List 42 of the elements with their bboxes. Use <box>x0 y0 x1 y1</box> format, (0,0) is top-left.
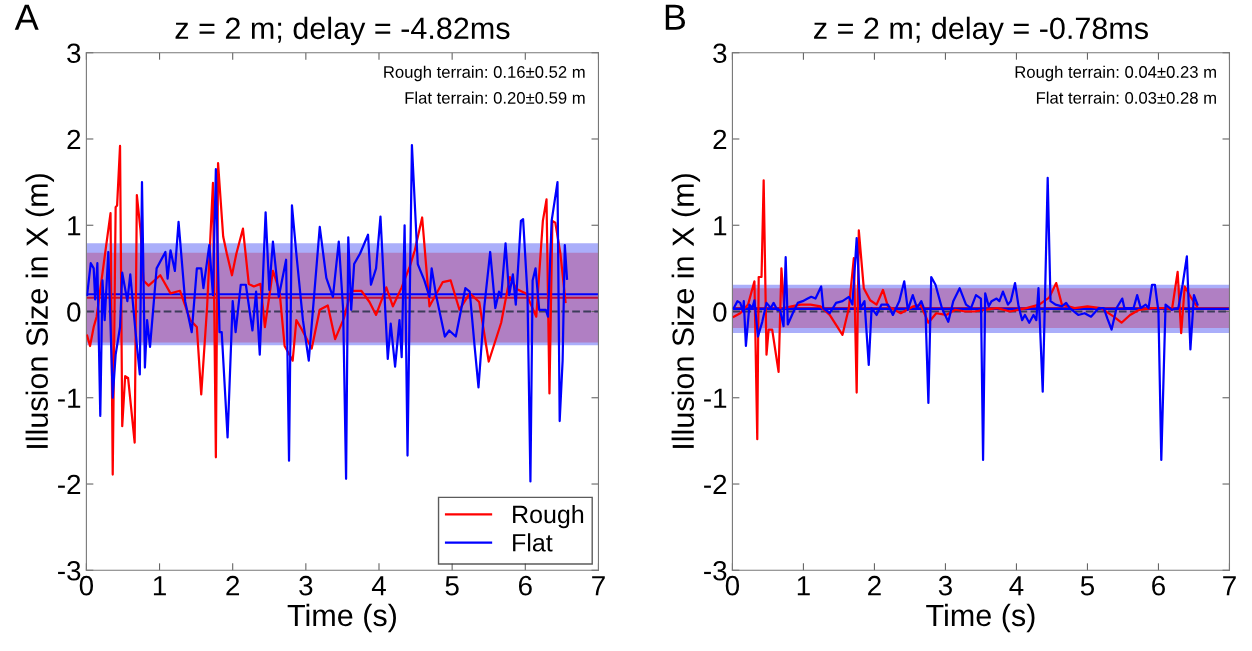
legend-label: Rough <box>513 504 584 529</box>
x-tick-label: 7 <box>1223 576 1236 596</box>
y-axis-title: Illusion Size in X (m) <box>25 174 55 448</box>
y-tick-label: -2 <box>58 474 81 495</box>
x-tick-label: 2 <box>868 575 881 596</box>
x-tick-label: 2 <box>226 575 240 596</box>
x-tick-label: 5 <box>1080 576 1095 596</box>
y-tick-label: 3 <box>67 43 81 64</box>
x-tick-label: 1 <box>797 576 810 596</box>
x-tick-label: 7 <box>592 576 605 596</box>
x-tick-label: 6 <box>518 575 532 596</box>
y-tick-label: 1 <box>714 216 727 236</box>
y-tick-label: 0 <box>713 302 727 322</box>
legend-label: Flat <box>513 533 553 552</box>
y-tick-label: 1 <box>68 216 81 236</box>
y-tick-label: -3 <box>704 560 727 581</box>
x-axis-title: Time (s) <box>287 603 396 633</box>
y-axis-title: Illusion Size in X (m) <box>671 174 701 448</box>
text: B <box>665 4 686 30</box>
y-tick-label: 3 <box>713 43 727 64</box>
x-tick-label: 4 <box>371 576 386 596</box>
x-tick-label: 3 <box>299 575 313 596</box>
chart-title: z = 2 m; delay = -0.78ms <box>814 16 1148 46</box>
y-tick-label: -1 <box>704 388 727 408</box>
chart-title: z = 2 m; delay = -4.82ms <box>175 16 510 46</box>
annotation: Rough terrain: 0.16±0.52 m <box>384 65 585 82</box>
y-tick-label: -1 <box>58 388 81 408</box>
annotation: Flat terrain: 0.20±0.59 m <box>405 91 585 104</box>
y-tick-label: -2 <box>704 474 727 495</box>
x-tick-label: 4 <box>1009 576 1024 596</box>
x-tick-label: 3 <box>938 575 952 596</box>
annotation: Rough terrain: 0.04±0.23 m <box>1015 65 1216 82</box>
y-tick-label: 0 <box>67 302 81 322</box>
x-axis-title: Time (s) <box>926 603 1035 633</box>
y-tick-label: 2 <box>67 129 81 150</box>
annotation: Flat terrain: 0.03±0.28 m <box>1036 91 1216 104</box>
y-tick-label: -3 <box>58 560 81 581</box>
text: A <box>14 4 39 30</box>
x-tick-label: 1 <box>153 576 166 596</box>
x-tick-label: 6 <box>1152 575 1165 596</box>
x-tick-label: 5 <box>445 576 459 596</box>
y-tick-label: 2 <box>713 129 727 150</box>
